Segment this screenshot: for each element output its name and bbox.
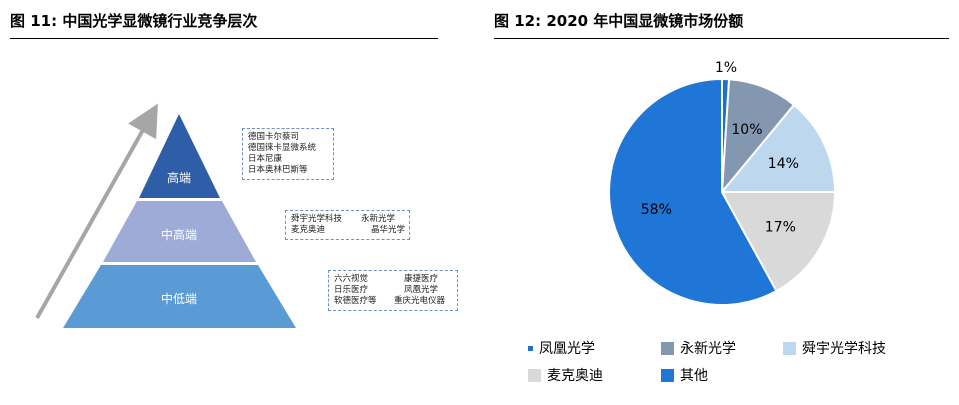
company-line: 日本奥林巴斯等 (248, 165, 308, 175)
company-line: 德国徕卡显微系统 (248, 143, 317, 153)
legend-label: 永新光学 (680, 341, 736, 357)
company-name: 日乐医疗 (334, 285, 369, 295)
legend-swatch (661, 341, 674, 355)
legend-item: 舜宇光学科技 (783, 338, 886, 358)
legend-item: 麦克奥迪 (528, 365, 603, 385)
right-figure-title: 图 12: 2020 年中国显微镜市场份额 (494, 12, 744, 30)
legend-label: 舜宇光学科技 (802, 341, 886, 357)
pie-slice (719, 103, 837, 193)
tier-mid-low (63, 265, 296, 328)
pie-slice (608, 77, 778, 306)
company-name: 六六视觉 (334, 274, 369, 284)
pie-slice-label: 14% (768, 156, 799, 172)
high-end-companies-box: 德国卡尔蔡司 德国徕卡显微系统 日本尼康 日本奥林巴斯等 (242, 128, 334, 180)
legend-swatch (528, 345, 533, 351)
legend-label: 凤凰光学 (539, 341, 595, 357)
pie-slice-label: 17% (765, 220, 796, 236)
legend-swatch (528, 368, 541, 382)
pie-slice-label: 1% (715, 60, 737, 76)
tier-mid-high-label: 中高端 (161, 227, 197, 242)
tier-mid-high (103, 201, 256, 262)
company-line: 日本尼康 (248, 154, 283, 164)
company-name: 凤凰光学 (404, 285, 439, 295)
company-name: 永新光学 (361, 214, 396, 224)
tier-high (139, 114, 220, 198)
company-name: 软德医疗等 (334, 296, 377, 306)
market-share-pie-chart: 1% 10% 14% 17% 58% (608, 60, 837, 306)
company-line: 德国卡尔蔡司 (248, 132, 300, 142)
company-name: 麦克奥迪 (291, 225, 326, 235)
legend-item: 凤凰光学 (528, 338, 595, 358)
pie-slice (720, 78, 796, 196)
mid-low-companies-box: 六六视觉 康捷医疗 日乐医疗 凤凰光学 软德医疗等 重庆光电仪器 (328, 270, 458, 311)
tier-high-label: 高端 (167, 170, 191, 185)
tier-mid-low-label: 中低端 (161, 291, 197, 306)
pie-slice (720, 191, 837, 293)
left-figure-title: 图 11: 中国光学显微镜行业竞争层次 (10, 12, 258, 30)
company-name: 重庆光电仪器 (394, 296, 446, 306)
mid-high-companies-box: 舜宇光学科技 永新光学 麦克奥迪 晶华光学 (285, 210, 410, 240)
company-name: 舜宇光学科技 (291, 214, 343, 224)
legend-label: 麦克奥迪 (547, 368, 603, 384)
growth-arrow (35, 103, 158, 319)
left-title-rule (10, 38, 438, 39)
legend-item: 其他 (661, 365, 708, 385)
legend-item: 永新光学 (661, 338, 736, 358)
pie-slice-label: 58% (641, 202, 672, 218)
pyramid-diagram: 高端 中高端 中低端 (35, 103, 296, 328)
right-title-rule (494, 38, 949, 39)
company-name: 康捷医疗 (404, 274, 439, 284)
legend-label: 其他 (680, 368, 708, 384)
legend-swatch (783, 341, 796, 355)
company-name: 晶华光学 (371, 225, 406, 235)
legend-swatch (661, 368, 674, 382)
pie-slice-label: 10% (731, 122, 762, 138)
